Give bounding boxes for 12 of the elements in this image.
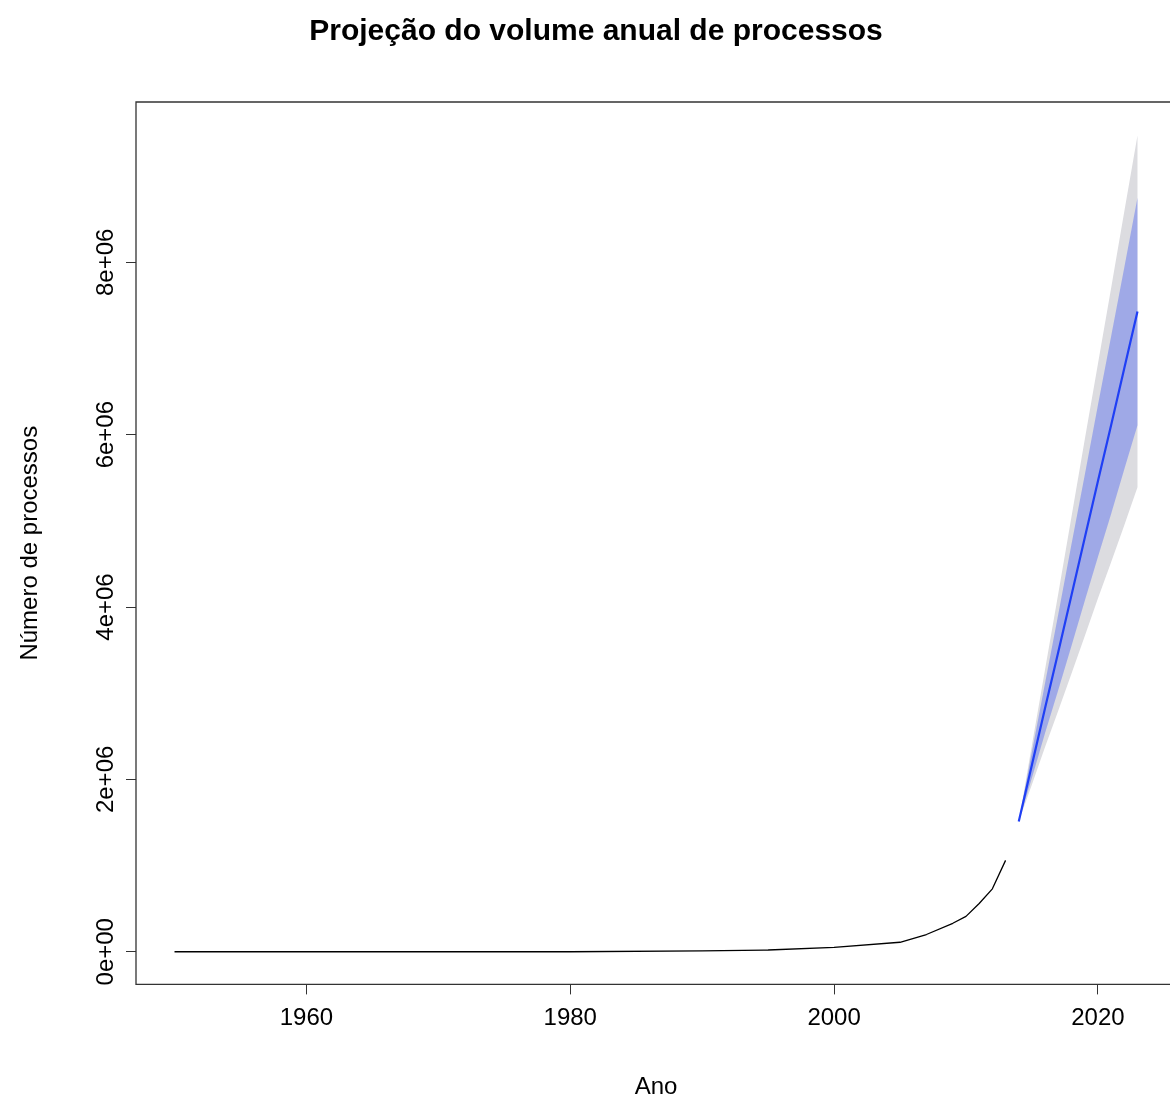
y-tick-label: 6e+06 [90, 400, 118, 469]
x-tick-label: 1980 [543, 1003, 597, 1031]
y-tick-label: 8e+06 [90, 228, 118, 296]
y-tick-label: 4e+06 [90, 573, 118, 641]
x-axis-title: Ano [634, 1072, 678, 1098]
y-tick-label: 2e+06 [90, 745, 118, 814]
y-tick-label: 0e+00 [90, 918, 118, 986]
y-axis-title: Número de processos [15, 425, 43, 661]
chart-title: Projeção do volume anual de processos [309, 13, 883, 47]
x-tick-label: 1960 [279, 1003, 334, 1031]
x-tick-label: 2020 [1071, 1003, 1125, 1031]
x-tick-label: 2000 [807, 1003, 861, 1031]
